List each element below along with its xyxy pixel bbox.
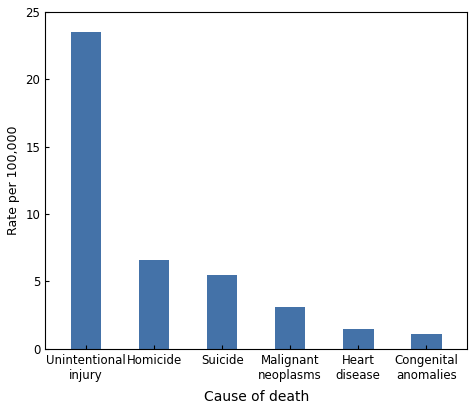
- Bar: [343, 329, 374, 349]
- Bar: [139, 260, 169, 349]
- X-axis label: Cause of death: Cause of death: [203, 390, 309, 404]
- Bar: [275, 307, 305, 349]
- Bar: [411, 334, 442, 349]
- Y-axis label: Rate per 100,000: Rate per 100,000: [7, 126, 20, 235]
- Bar: [71, 32, 101, 349]
- Bar: [207, 275, 237, 349]
